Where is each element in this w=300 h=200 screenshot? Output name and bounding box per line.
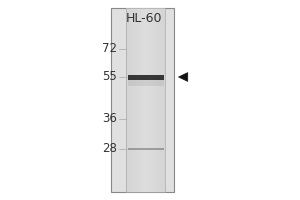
Text: 55: 55	[102, 71, 117, 84]
Bar	[152, 8, 153, 192]
Bar	[157, 8, 158, 192]
Bar	[128, 148, 164, 150]
Bar	[138, 8, 139, 192]
Bar	[129, 8, 130, 192]
Bar	[140, 8, 141, 192]
Bar	[148, 8, 149, 192]
Bar	[141, 8, 142, 192]
Bar	[135, 8, 136, 192]
Text: 36: 36	[102, 112, 117, 126]
Bar	[160, 8, 161, 192]
Bar	[128, 79, 164, 86]
Bar	[133, 8, 134, 192]
Bar	[128, 74, 164, 79]
Text: 28: 28	[102, 142, 117, 156]
Bar	[156, 8, 157, 192]
Bar	[145, 8, 146, 192]
Bar	[159, 8, 160, 192]
Bar	[134, 8, 135, 192]
Bar	[153, 8, 154, 192]
Bar	[150, 8, 152, 192]
Bar	[144, 8, 145, 192]
Bar	[155, 8, 156, 192]
Bar	[154, 8, 155, 192]
Text: 72: 72	[102, 43, 117, 55]
Bar	[161, 8, 162, 192]
Polygon shape	[178, 73, 188, 81]
Bar	[149, 8, 150, 192]
Bar	[136, 8, 137, 192]
Bar	[126, 8, 165, 192]
Bar	[163, 8, 164, 192]
Bar	[158, 8, 159, 192]
Text: HL-60: HL-60	[126, 12, 162, 25]
Bar	[137, 8, 138, 192]
Bar	[162, 8, 163, 192]
Bar	[146, 8, 148, 192]
Bar	[130, 8, 131, 192]
Bar	[127, 8, 128, 192]
Bar	[131, 8, 132, 192]
Bar	[164, 8, 165, 192]
Bar	[111, 8, 174, 192]
Bar	[126, 8, 127, 192]
Bar	[128, 8, 129, 192]
Bar	[132, 8, 133, 192]
Bar	[139, 8, 140, 192]
Bar	[142, 8, 143, 192]
